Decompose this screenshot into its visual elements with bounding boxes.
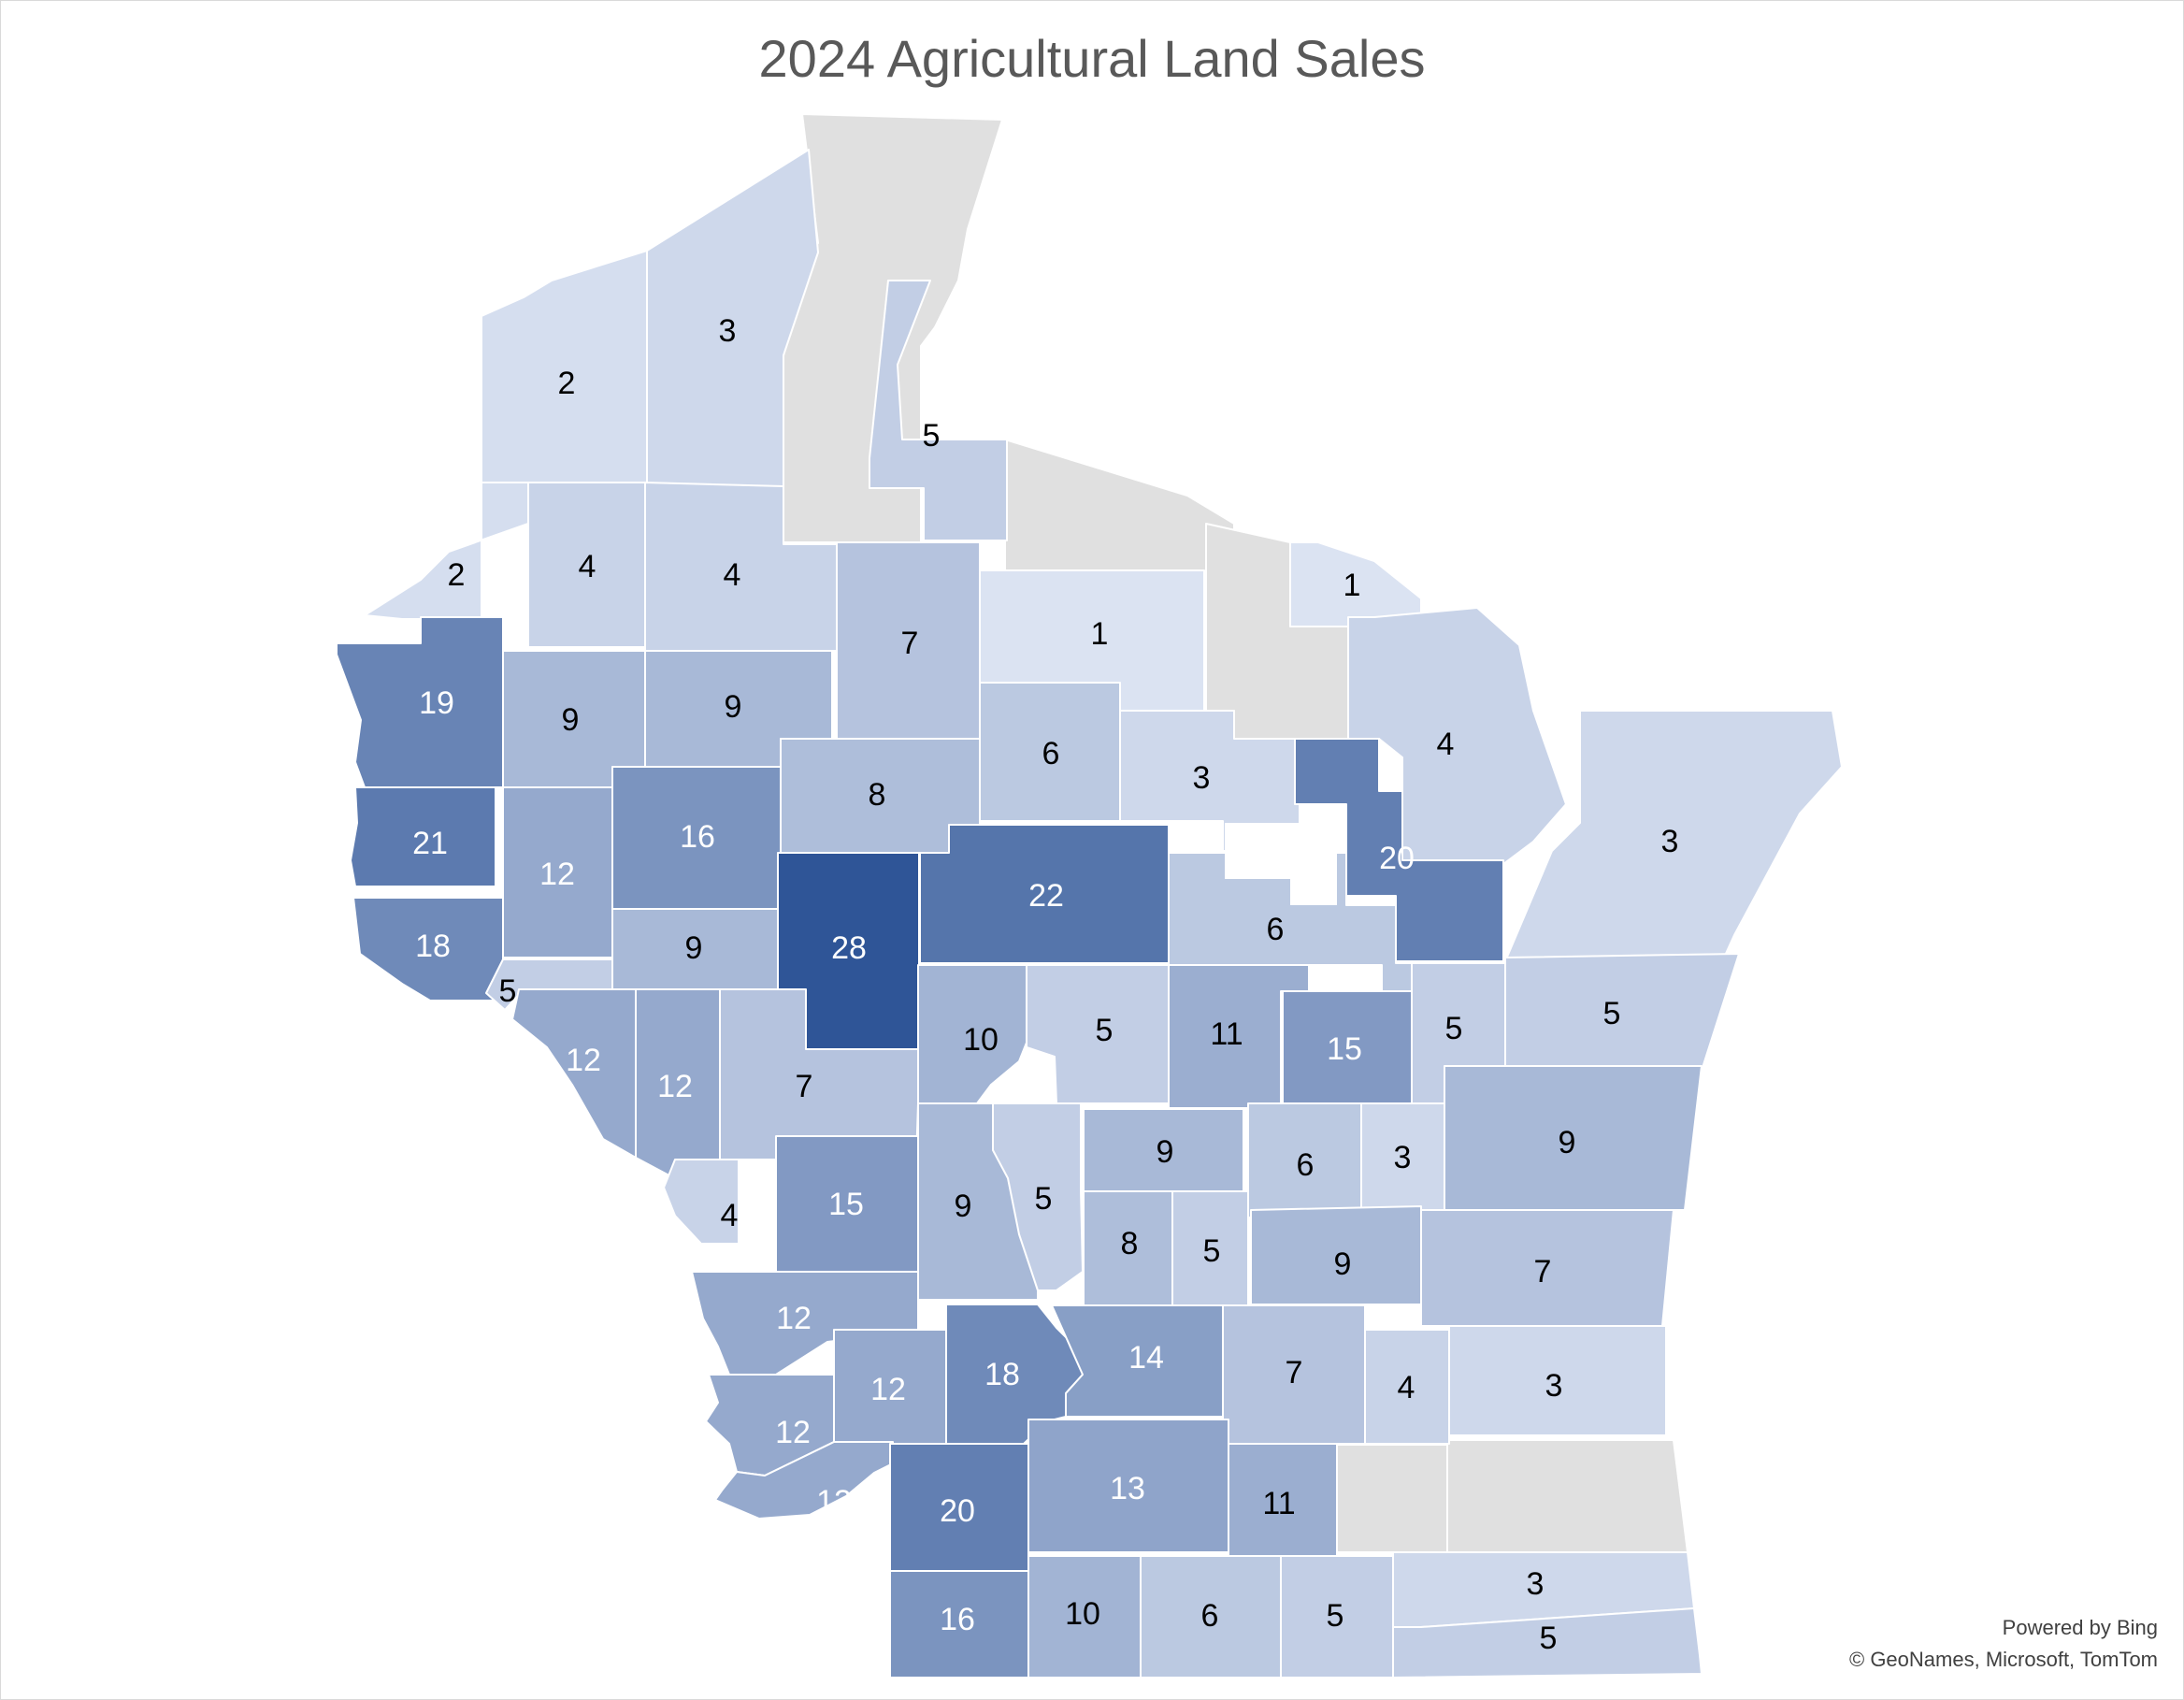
county-value-label: 11 (1262, 1486, 1295, 1521)
county-value-label: 12 (539, 857, 575, 892)
county-value-label: 3 (1193, 760, 1211, 796)
attribution-copyright: © GeoNames, Microsoft, TomTom (1849, 1648, 2158, 1671)
county-value-label: 7 (1534, 1254, 1552, 1289)
county-value-label: 9 (562, 702, 580, 738)
county-value-label: 10 (963, 1022, 999, 1058)
county-value-label: 5 (1035, 1181, 1053, 1217)
county-value-label: 5 (1203, 1233, 1221, 1269)
county-value-label: 12 (657, 1069, 693, 1104)
county-region (352, 897, 504, 1001)
county-value-label: 11 (1210, 1016, 1243, 1052)
county-value-label: 20 (940, 1493, 975, 1529)
county-value-label: 13 (1110, 1471, 1145, 1506)
county-value-label: 4 (1398, 1370, 1415, 1405)
county-region (1289, 541, 1422, 627)
county-value-label: 18 (984, 1357, 1020, 1392)
county-value-label: 12 (776, 1301, 812, 1336)
county-value-label: 3 (1545, 1368, 1563, 1404)
map-title: 2024 Agricultural Land Sales (758, 29, 1426, 88)
county-region (350, 786, 496, 887)
county-value-label: 5 (1540, 1621, 1558, 1656)
county-no-data-5 (1446, 1439, 1688, 1553)
county-value-label: 6 (1042, 736, 1060, 771)
county-no-data-4 (1336, 1444, 1448, 1553)
county-value-label: 9 (1334, 1246, 1352, 1282)
county-value-label: 15 (828, 1187, 864, 1222)
county-value-label: 22 (1028, 878, 1064, 914)
county-region (869, 280, 1008, 541)
county-value-label: 12 (816, 1484, 852, 1520)
county-region (364, 482, 529, 620)
county-value-label: 6 (1201, 1598, 1219, 1634)
county-value-label: 1 (1091, 616, 1109, 652)
county-value-label: 5 (1445, 1011, 1463, 1046)
county-value-label: 4 (579, 549, 596, 584)
county-region (1294, 738, 1504, 962)
county-value-label: 9 (725, 689, 742, 725)
county-value-label: 12 (870, 1372, 906, 1407)
county-value-label: 12 (566, 1043, 601, 1078)
county-value-label: 1 (1343, 568, 1361, 603)
county-value-label: 9 (1559, 1125, 1576, 1160)
county-value-label: 6 (1297, 1147, 1315, 1183)
county-value-label: 2 (558, 366, 576, 401)
map-gap (1225, 823, 1337, 905)
county-value-label: 21 (412, 826, 448, 861)
county-value-label: 5 (923, 418, 941, 454)
county-value-label: 3 (719, 313, 737, 349)
county-region (1448, 1325, 1667, 1436)
county-region (1444, 1065, 1703, 1211)
county-value-label: 14 (1128, 1340, 1164, 1376)
county-value-label: 3 (1527, 1566, 1545, 1602)
county-value-label: 9 (955, 1189, 972, 1224)
county-value-label: 2 (448, 557, 466, 593)
county-value-label: 7 (901, 626, 919, 661)
county-value-label: 5 (1603, 996, 1621, 1031)
county-value-label: 6 (1267, 912, 1285, 947)
county-value-label: 4 (1437, 727, 1455, 762)
county-region (1504, 710, 1843, 962)
county-value-label: 3 (1661, 824, 1679, 859)
county-value-label: 5 (1096, 1013, 1114, 1048)
county-value-label: 19 (419, 685, 454, 721)
county-region (1392, 1607, 1703, 1678)
county-value-label: 7 (796, 1069, 813, 1104)
county-value-label: 12 (775, 1415, 811, 1450)
county-value-label: 8 (869, 777, 886, 813)
county-value-label: 4 (724, 557, 741, 593)
county-layer (336, 149, 1843, 1678)
county-value-label: 28 (831, 930, 867, 966)
county-value-label: 4 (721, 1198, 739, 1233)
county-value-label: 9 (1157, 1134, 1174, 1170)
map-attribution: Powered by Bing © GeoNames, Microsoft, T… (1849, 1612, 2158, 1676)
county-value-label: 9 (685, 930, 703, 966)
county-value-label: 5 (499, 973, 517, 1009)
county-value-label: 16 (940, 1602, 975, 1637)
county-value-label: 8 (1121, 1226, 1139, 1261)
county-value-label: 15 (1327, 1031, 1362, 1067)
county-value-label: 5 (1327, 1598, 1344, 1634)
county-region (1364, 1329, 1450, 1445)
county-region (992, 1102, 1084, 1291)
county-value-label: 20 (1379, 841, 1415, 876)
county-value-label: 16 (680, 819, 715, 855)
county-value-label: 3 (1394, 1140, 1412, 1175)
county-region (1504, 953, 1740, 1072)
county-value-label: 10 (1065, 1596, 1100, 1632)
county-value-label: 7 (1286, 1355, 1303, 1390)
county-region (663, 1159, 740, 1245)
county-value-label: 18 (415, 929, 451, 964)
attribution-powered-by: Powered by Bing (2002, 1616, 2158, 1639)
